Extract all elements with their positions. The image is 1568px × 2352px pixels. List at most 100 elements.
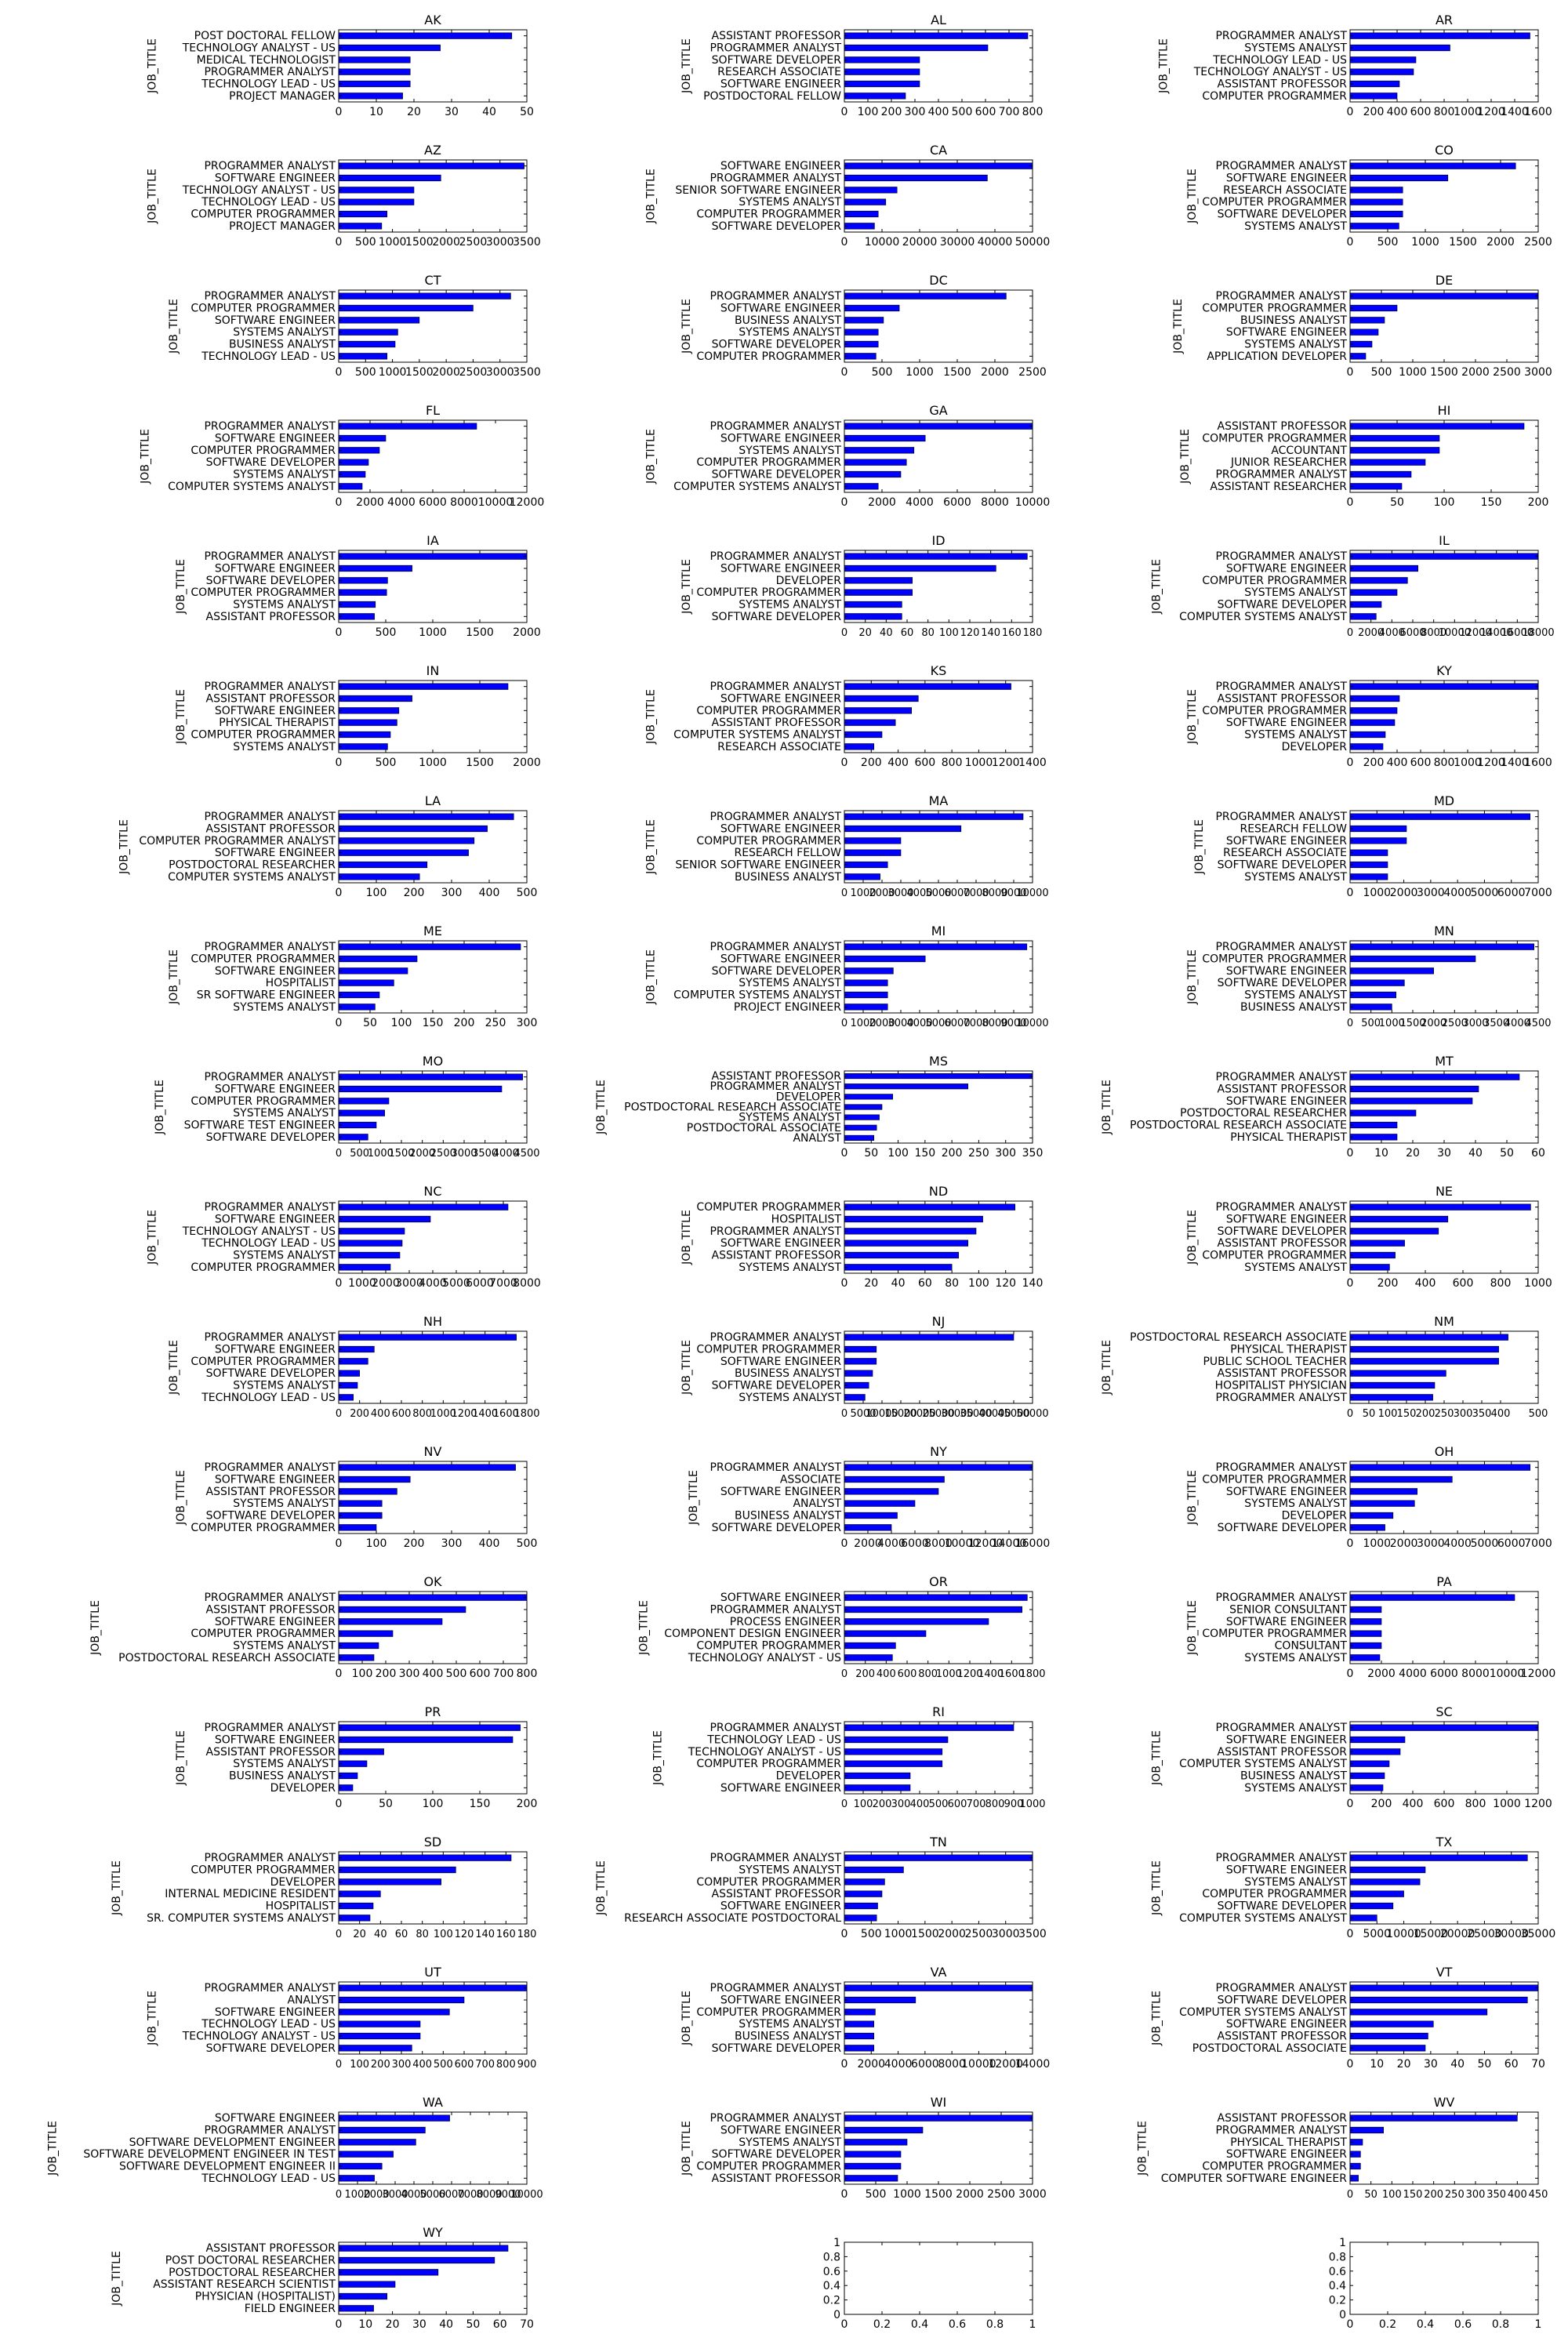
x-tick-label: 1200: [1524, 1798, 1552, 1810]
y-axis-label: JOB_TITLE: [111, 1860, 123, 1916]
bar: [844, 32, 1029, 39]
category-label: TECHNOLOGY LEAD - US: [201, 2018, 336, 2031]
x-tick-label: 40: [439, 2318, 453, 2331]
bar: [1349, 1394, 1433, 1401]
x-tick-label: 1200: [1477, 106, 1505, 118]
chart-title: NC: [423, 1184, 441, 1199]
bar: [844, 328, 879, 336]
x-tick-label: 300: [399, 1668, 420, 1680]
x-tick-label: 7000: [963, 1018, 989, 1029]
bar: [338, 198, 415, 205]
x-tick-label: 10: [369, 106, 383, 118]
x-tick-label: 0: [1347, 1668, 1354, 1680]
x-tick-label: 50: [363, 1017, 377, 1029]
x-tick-label: 3000: [486, 366, 514, 379]
x-tick-label: 10000: [1016, 1018, 1048, 1029]
bar: [844, 44, 989, 52]
bar: [338, 955, 418, 963]
category-label: ASSISTANT PROFESSOR: [712, 1888, 842, 1900]
x-tick-label: 1000: [1411, 236, 1439, 249]
x-tick-label: 200: [873, 1798, 892, 1810]
x-tick-label: 0: [841, 1147, 848, 1160]
x-tick-label: 1000: [379, 236, 407, 249]
category-label: SYSTEMS ANALYST: [233, 469, 336, 481]
y-axis-label: JOB_TITLE: [1101, 1080, 1113, 1135]
x-tick-label: 2000: [869, 1018, 895, 1029]
category-label: ASSOCIATE: [780, 1474, 841, 1486]
y-axis-label: JOB_TITLE: [595, 1080, 608, 1135]
x-tick-label: 600: [1410, 757, 1432, 769]
x-tick-label: 400: [1387, 106, 1408, 118]
x-tick-label: 7000: [457, 2189, 483, 2201]
axes-frame: [1349, 1591, 1539, 1664]
bar: [1349, 317, 1385, 324]
x-tick-label: 8000: [1421, 627, 1446, 639]
category-label: PROGRAMMER ANALYST: [204, 2125, 336, 2137]
x-tick-label: 1000: [1363, 887, 1391, 899]
category-label: SOFTWARE ENGINEER: [215, 433, 336, 445]
x-tick-label: 20: [858, 627, 872, 639]
x-tick-label: 5000: [419, 2189, 445, 2201]
bar: [338, 1748, 384, 1755]
category-label: SR. COMPUTER SYSTEMS ANALYST: [147, 1912, 336, 1925]
x-tick-label: 40: [1468, 1147, 1483, 1160]
bar: [1349, 1464, 1531, 1471]
x-tick-label: 600: [1453, 1277, 1474, 1290]
x-tick-label: 0: [1347, 106, 1354, 118]
x-tick-label: 1000: [850, 887, 876, 899]
x-tick-label: 1500: [466, 757, 494, 769]
bar: [1349, 1475, 1453, 1483]
x-tick-label: 4500: [514, 1148, 539, 1160]
category-label: SOFTWARE DEVELOPER: [206, 1131, 336, 1144]
bar: [1349, 967, 1434, 975]
category-label: PROGRAMMER ANALYST: [1215, 1461, 1347, 1474]
category-label: COMPUTER SYSTEMS ANALYST: [1179, 611, 1347, 623]
x-tick-label: 6000: [438, 2189, 464, 2201]
bar: [844, 2162, 902, 2170]
bar: [1349, 32, 1530, 39]
category-label: SOFTWARE ENGINEER: [215, 1083, 336, 1096]
bar: [844, 1996, 916, 2004]
x-tick-label: 500: [350, 1148, 369, 1160]
x-tick-label: 1200: [451, 1408, 477, 1420]
y-axis-label: JOB_TITLE: [89, 1600, 102, 1656]
x-tick-label: 0: [841, 106, 848, 118]
category-label: PROGRAMMER ANALYST: [204, 550, 336, 563]
x-tick-label: 0.6: [949, 2318, 966, 2331]
bar: [1349, 731, 1386, 739]
bar: [1349, 955, 1476, 963]
x-tick-label: 1500: [466, 626, 494, 639]
x-tick-label: 40000: [978, 236, 1013, 249]
x-tick-label: 80: [921, 627, 935, 639]
x-tick-label: 1000: [1019, 1798, 1045, 1810]
category-label: SYSTEMS ANALYST: [233, 1497, 336, 1510]
category-label: SOFTWARE DEVELOPER: [206, 2042, 336, 2055]
category-label: SOFTWARE DEVELOPER: [206, 456, 336, 469]
x-tick-label: 0: [336, 1408, 342, 1420]
x-tick-label: 0: [841, 1798, 848, 1810]
category-label: PROGRAMMER ANALYST: [204, 1461, 336, 1474]
bar: [338, 1358, 368, 1365]
category-label: PROGRAMMER ANALYST: [204, 1592, 336, 1604]
chart-title: WA: [423, 2095, 443, 2110]
x-tick-label: 10000: [1016, 887, 1048, 899]
bar: [844, 577, 913, 584]
bar: [1349, 577, 1408, 584]
x-tick-label: 2000: [409, 1148, 435, 1160]
bar: [1349, 187, 1403, 194]
x-tick-label: 0: [841, 2318, 848, 2331]
bar: [844, 1878, 885, 1886]
x-tick-label: 400: [1403, 1798, 1424, 1810]
category-label: SOFTWARE ENGINEER: [1226, 1616, 1347, 1628]
category-label: ASSISTANT PROFESSOR: [1218, 78, 1348, 91]
x-tick-label: 18000: [1522, 627, 1554, 639]
x-tick-label: 30000: [940, 236, 975, 249]
category-label: DEVELOPER: [270, 1782, 336, 1795]
x-tick-label: 7000: [489, 1277, 517, 1290]
category-label: BUSINESS ANALYST: [735, 1510, 841, 1523]
x-tick-label: 3000: [1462, 1018, 1488, 1029]
